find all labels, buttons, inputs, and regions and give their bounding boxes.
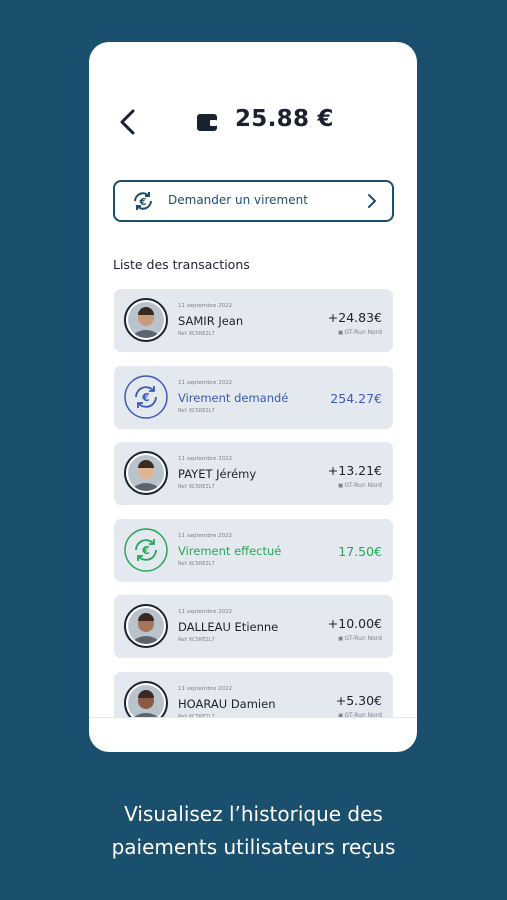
transaction-name: Virement effectué bbox=[178, 543, 282, 558]
transaction-name: SAMIR Jean bbox=[178, 314, 244, 328]
transaction-amount: 17.50€ bbox=[338, 543, 382, 559]
transfer-icon: € bbox=[124, 374, 168, 419]
avatar bbox=[124, 680, 168, 717]
transaction-date: 11 septembre 2022 bbox=[178, 456, 233, 462]
transaction-name: HOARAU Damien bbox=[178, 696, 276, 711]
transaction-amount: +13.21€ bbox=[327, 463, 382, 478]
transaction-date: 11 septembre 2022 bbox=[178, 685, 233, 692]
transaction-amount: +10.00€ bbox=[327, 616, 382, 631]
transaction-date: 11 septembre 2022 bbox=[178, 303, 233, 309]
transaction-date: 11 septembre 2022 bbox=[178, 379, 233, 386]
station-name: GT-Run Nord bbox=[344, 482, 382, 489]
transaction-ref: Ref: KC5RE2L7 bbox=[178, 560, 215, 567]
transfer-icon: € bbox=[134, 192, 152, 210]
transaction-date: 11 septembre 2022 bbox=[178, 532, 233, 539]
station-icon: ■ bbox=[338, 330, 345, 336]
back-button[interactable] bbox=[117, 108, 139, 136]
transfer-icon: € bbox=[124, 527, 168, 572]
station-name: GT-Run Nord bbox=[344, 329, 382, 336]
svg-text:€: € bbox=[141, 544, 150, 557]
transaction-station: ■ GT-Run Nord bbox=[338, 712, 382, 718]
transaction-ref: Ref: KC5RE2L7 bbox=[178, 407, 215, 414]
transaction-amount: 254.27€ bbox=[330, 390, 382, 406]
request-transfer-label: Demander un virement bbox=[168, 193, 308, 207]
transaction-name: Virement demandé bbox=[178, 390, 289, 405]
station-name: GT-Run Nord bbox=[344, 711, 382, 718]
transaction-station: ■ GT-Run Nord bbox=[338, 329, 382, 336]
transaction-amount: +24.83€ bbox=[327, 310, 382, 325]
transaction-card[interactable]: 11 septembre 2022 HOARAU Damien Ref: KC5RE… bbox=[114, 671, 393, 718]
transaction-card[interactable]: €11 septembre 2022 Virement effectué Ref: … bbox=[114, 518, 393, 582]
wallet-icon bbox=[197, 114, 217, 131]
transaction-name: DALLEAU Etienne bbox=[178, 620, 279, 634]
caption-line: Visualisez l’historique des bbox=[124, 802, 383, 826]
transaction-amount: +5.30€ bbox=[335, 692, 382, 708]
avatar bbox=[124, 604, 168, 648]
station-icon: ■ bbox=[338, 483, 345, 489]
avatar bbox=[124, 451, 168, 495]
transaction-card[interactable]: 11 septembre 2022 DALLEAU Etienne Ref: KC5… bbox=[114, 595, 393, 658]
avatar bbox=[124, 298, 168, 342]
transaction-date: 11 septembre 2022 bbox=[178, 609, 233, 615]
transaction-card[interactable]: €11 septembre 2022 Virement demandé Ref: K… bbox=[114, 365, 393, 429]
station-name: GT-Run Nord bbox=[344, 635, 382, 642]
transaction-list: 11 septembre 2022 SAMIR Jean Ref: KC5RE2L7… bbox=[89, 287, 417, 717]
chevron bbox=[368, 194, 377, 208]
transaction-ref: Ref: KC5RE2L7 bbox=[178, 484, 215, 490]
caption-line: paiements utilisateurs reçus bbox=[111, 835, 396, 859]
transaction-card[interactable]: 11 septembre 2022 PAYET Jérémy Ref: KC5RE2… bbox=[114, 442, 393, 505]
svg-text:€: € bbox=[139, 197, 147, 208]
balance: 25.88 € bbox=[235, 106, 334, 132]
transaction-station: ■ GT-Run Nord bbox=[338, 482, 382, 489]
section-title: Liste des transactions bbox=[113, 257, 250, 272]
divider bbox=[89, 717, 417, 718]
station-icon: ■ bbox=[338, 636, 345, 642]
request-transfer-button[interactable]: € Demander un virement bbox=[113, 180, 394, 222]
transaction-card[interactable]: 11 septembre 2022 SAMIR Jean Ref: KC5RE2L7… bbox=[114, 289, 393, 352]
transaction-station: ■ GT-Run Nord bbox=[338, 635, 382, 642]
svg-text:€: € bbox=[141, 391, 150, 404]
transaction-ref: Ref: KC5RE2L7 bbox=[178, 713, 215, 718]
transaction-name: PAYET Jérémy bbox=[178, 467, 257, 481]
station-icon: ■ bbox=[338, 712, 345, 718]
phone-frame: 25.88 € € Demander un virement Liste des… bbox=[89, 42, 417, 752]
transaction-ref: Ref: KC5RE2L7 bbox=[178, 637, 215, 643]
transaction-ref: Ref: KC5RE2L7 bbox=[178, 331, 215, 337]
